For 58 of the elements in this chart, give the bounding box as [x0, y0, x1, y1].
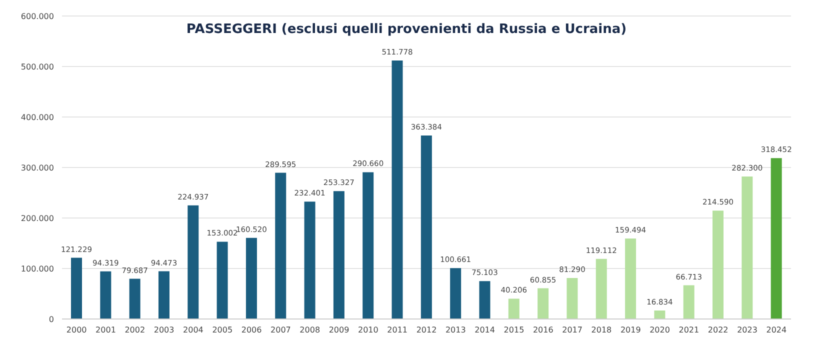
x-tick-label: 2012: [416, 326, 437, 335]
x-tick-label: 2004: [183, 326, 204, 335]
x-tick-label: 2002: [124, 326, 146, 335]
bar: [742, 176, 753, 319]
bar: [158, 271, 170, 319]
bar: [654, 310, 666, 319]
x-tick-label: 2016: [532, 326, 554, 335]
bar: [129, 278, 140, 319]
x-tick-label: 2017: [562, 326, 582, 335]
bar: [596, 258, 607, 319]
bar: [216, 242, 228, 319]
x-tick-label: 2021: [678, 326, 700, 335]
bar: [479, 281, 490, 319]
x-tick-label: 2003: [154, 326, 174, 335]
x-tick-label: 2009: [328, 326, 350, 335]
x-tick-label: 2020: [650, 326, 670, 335]
x-tick-label: 2023: [737, 326, 758, 335]
x-tick-label: 2014: [474, 326, 495, 335]
bar: [392, 60, 403, 319]
y-tick-label: 100.000: [20, 264, 54, 274]
bar: [246, 238, 257, 319]
y-tick-label: 300.000: [20, 163, 54, 172]
bar: [333, 191, 344, 319]
x-tick-label: 2011: [387, 326, 408, 335]
text: PASSEGGERI (esclusi quelli provenienti da Russia e Ucraina): [185, 22, 628, 37]
y-tick-label: 0: [48, 314, 54, 324]
x-tick-label: 2000: [66, 326, 87, 335]
x-tick-label: 2018: [591, 326, 612, 335]
bar: [683, 285, 694, 319]
x-tick-label: 2001: [96, 326, 116, 335]
bar: [304, 202, 316, 319]
bar: [508, 298, 520, 319]
bar: [450, 268, 462, 319]
y-tick-label: 500.000: [20, 62, 54, 72]
x-tick-label: 2007: [270, 326, 291, 335]
x-tick-label: 2024: [766, 326, 787, 335]
bar: [420, 135, 432, 319]
x-tick-label: 2010: [358, 326, 378, 335]
bar: [538, 288, 549, 319]
x-tick-label: 2015: [504, 326, 524, 335]
bar: [275, 172, 286, 319]
x-tick-label: 2013: [445, 326, 466, 335]
x-tick-label: 2005: [212, 326, 233, 335]
bar: [188, 205, 199, 319]
bar: [770, 158, 782, 319]
y-tick-label: 200.000: [20, 214, 54, 223]
bar: [625, 238, 636, 319]
bar: [71, 258, 82, 319]
x-tick-label: 2022: [708, 326, 728, 335]
bar: [566, 278, 578, 319]
y-tick-label: 600.000: [20, 12, 54, 21]
bar: [712, 210, 724, 319]
y-tick-label: 400.000: [20, 112, 54, 122]
x-tick-label: 2008: [300, 326, 320, 335]
x-tick-label: 2019: [620, 326, 641, 335]
bar: [362, 172, 374, 319]
x-tick-label: 2006: [241, 326, 262, 335]
bar: [100, 271, 112, 319]
